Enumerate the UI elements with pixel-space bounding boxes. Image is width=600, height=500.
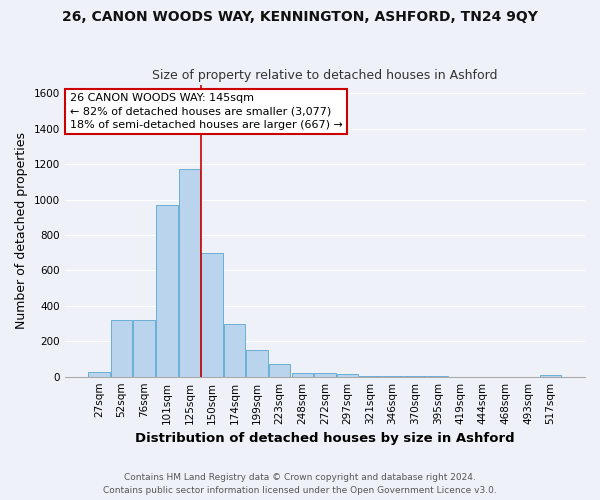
Bar bbox=[247, 350, 268, 376]
Bar bbox=[179, 168, 200, 376]
Bar bbox=[111, 320, 133, 376]
Bar bbox=[269, 364, 290, 376]
Bar bbox=[314, 373, 335, 376]
Y-axis label: Number of detached properties: Number of detached properties bbox=[15, 132, 28, 329]
Bar bbox=[337, 374, 358, 376]
Bar bbox=[133, 320, 155, 376]
Text: 26 CANON WOODS WAY: 145sqm
← 82% of detached houses are smaller (3,077)
18% of s: 26 CANON WOODS WAY: 145sqm ← 82% of deta… bbox=[70, 94, 343, 130]
X-axis label: Distribution of detached houses by size in Ashford: Distribution of detached houses by size … bbox=[135, 432, 515, 445]
Bar bbox=[201, 252, 223, 376]
Bar bbox=[224, 324, 245, 376]
Bar bbox=[156, 205, 178, 376]
Text: Contains HM Land Registry data © Crown copyright and database right 2024.
Contai: Contains HM Land Registry data © Crown c… bbox=[103, 474, 497, 495]
Title: Size of property relative to detached houses in Ashford: Size of property relative to detached ho… bbox=[152, 69, 497, 82]
Text: 26, CANON WOODS WAY, KENNINGTON, ASHFORD, TN24 9QY: 26, CANON WOODS WAY, KENNINGTON, ASHFORD… bbox=[62, 10, 538, 24]
Bar bbox=[292, 373, 313, 376]
Bar bbox=[88, 372, 110, 376]
Bar bbox=[540, 375, 562, 376]
